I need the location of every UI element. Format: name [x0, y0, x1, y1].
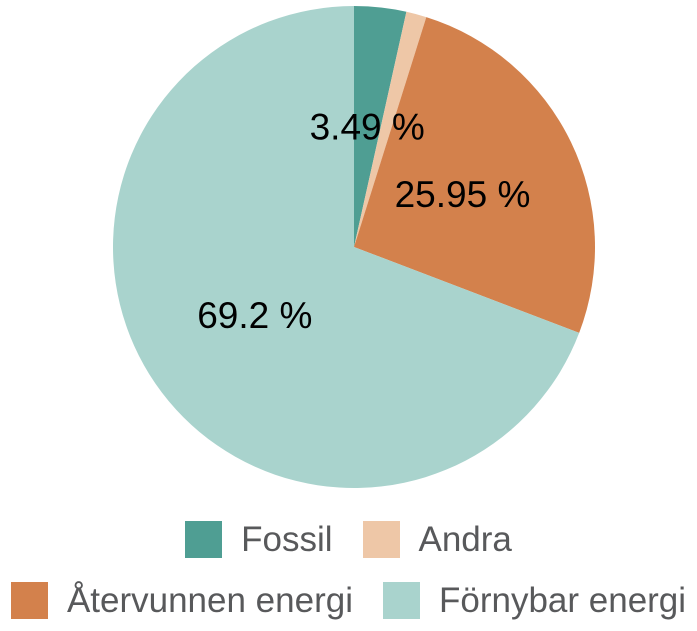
chart-legend: Fossil Andra Återvunnen energi Förnybar …: [0, 521, 697, 619]
pie-slice-atervunnen-energi[interactable]: [354, 17, 595, 333]
pie-slice-fornybar-energi[interactable]: [112, 6, 580, 489]
pie-slice-andra[interactable]: [354, 11, 427, 247]
legend-label-andra: Andra: [418, 520, 512, 559]
legend-swatch-andra: [362, 521, 400, 558]
pie-slice-fossil[interactable]: [354, 6, 407, 247]
legend-item-fornybar-energi[interactable]: Förnybar energi: [382, 581, 687, 620]
legend-swatch-fossil: [185, 521, 223, 558]
legend-item-fossil[interactable]: Fossil: [185, 520, 333, 559]
legend-label-fossil: Fossil: [241, 520, 333, 559]
slice-value-label-atervunnen-energi: 25.95 %: [395, 174, 531, 215]
legend-swatch-atervunnen-energi: [10, 582, 48, 619]
legend-item-andra[interactable]: Andra: [362, 520, 512, 559]
slice-value-label-fossil: 3.49 %: [310, 107, 425, 148]
legend-row-1: Fossil Andra: [185, 521, 512, 558]
slice-value-label-fornybar-energi: 69.2 %: [197, 295, 312, 336]
legend-row-2: Återvunnen energi Förnybar energi: [10, 581, 687, 620]
pie-chart: 3.49 % 25.95 % 69.2 %: [112, 6, 595, 489]
legend-swatch-fornybar-energi: [382, 582, 420, 619]
legend-label-fornybar-energi: Förnybar energi: [438, 581, 687, 620]
legend-label-atervunnen-energi: Återvunnen energi: [66, 581, 353, 620]
legend-item-atervunnen-energi[interactable]: Återvunnen energi: [10, 581, 353, 620]
